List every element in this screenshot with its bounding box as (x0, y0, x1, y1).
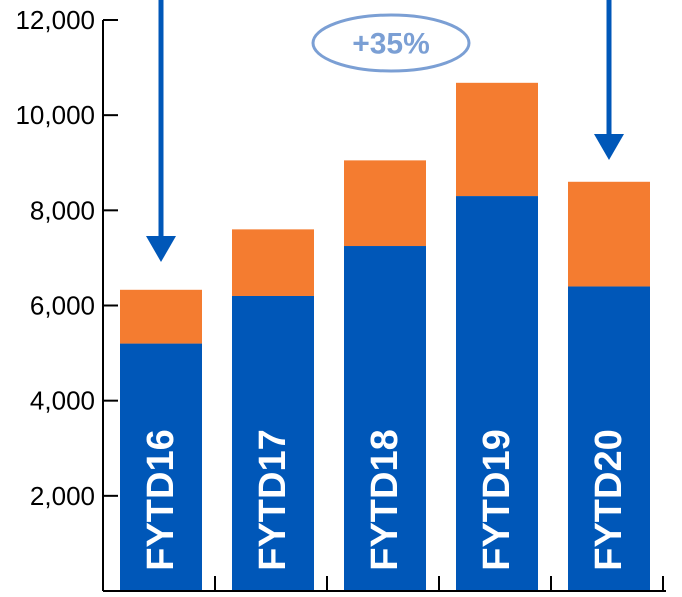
arrow-head (146, 236, 176, 262)
bar-segment-top (120, 289, 202, 344)
bar-segment-base (456, 196, 538, 591)
bars: FYTD16 FYTD17 FYTD18 FYTD19 FYTD20 (120, 82, 650, 592)
growth-badge-ellipse (311, 13, 471, 73)
y-tick-label: 10,000 (15, 100, 95, 130)
bar-category-label: FYTD20 (588, 429, 630, 570)
bar-segment-top (456, 82, 538, 197)
bar-segment-base (232, 295, 314, 591)
y-tick-label: 6,000 (30, 291, 95, 321)
growth-badge: +35% (311, 13, 471, 73)
arrows (146, 0, 624, 262)
bar-category-label: FYTD19 (476, 429, 518, 570)
y-tick-label: 2,000 (30, 481, 95, 511)
arrow-head (594, 134, 624, 160)
bar-segment-top (568, 181, 650, 287)
y-tick-label: 8,000 (30, 195, 95, 225)
bar-category-label: FYTD16 (140, 429, 182, 570)
bar-segment-base (344, 246, 426, 592)
bar-segment-top (232, 229, 314, 296)
bar-segment-base (568, 286, 650, 591)
x-axis (103, 576, 666, 592)
y-tick-label: 4,000 (30, 386, 95, 416)
growth-badge-text: +35% (352, 28, 430, 61)
y-tick-label: 12,000 (15, 5, 95, 35)
bar-segment-base (120, 343, 202, 591)
bar-segment-top (344, 160, 426, 247)
bar-category-label: FYTD17 (252, 429, 294, 570)
bar-category-label: FYTD18 (364, 429, 406, 570)
y-axis: 2,000 4,000 6,000 8,000 10,000 12,000 (15, 5, 118, 591)
